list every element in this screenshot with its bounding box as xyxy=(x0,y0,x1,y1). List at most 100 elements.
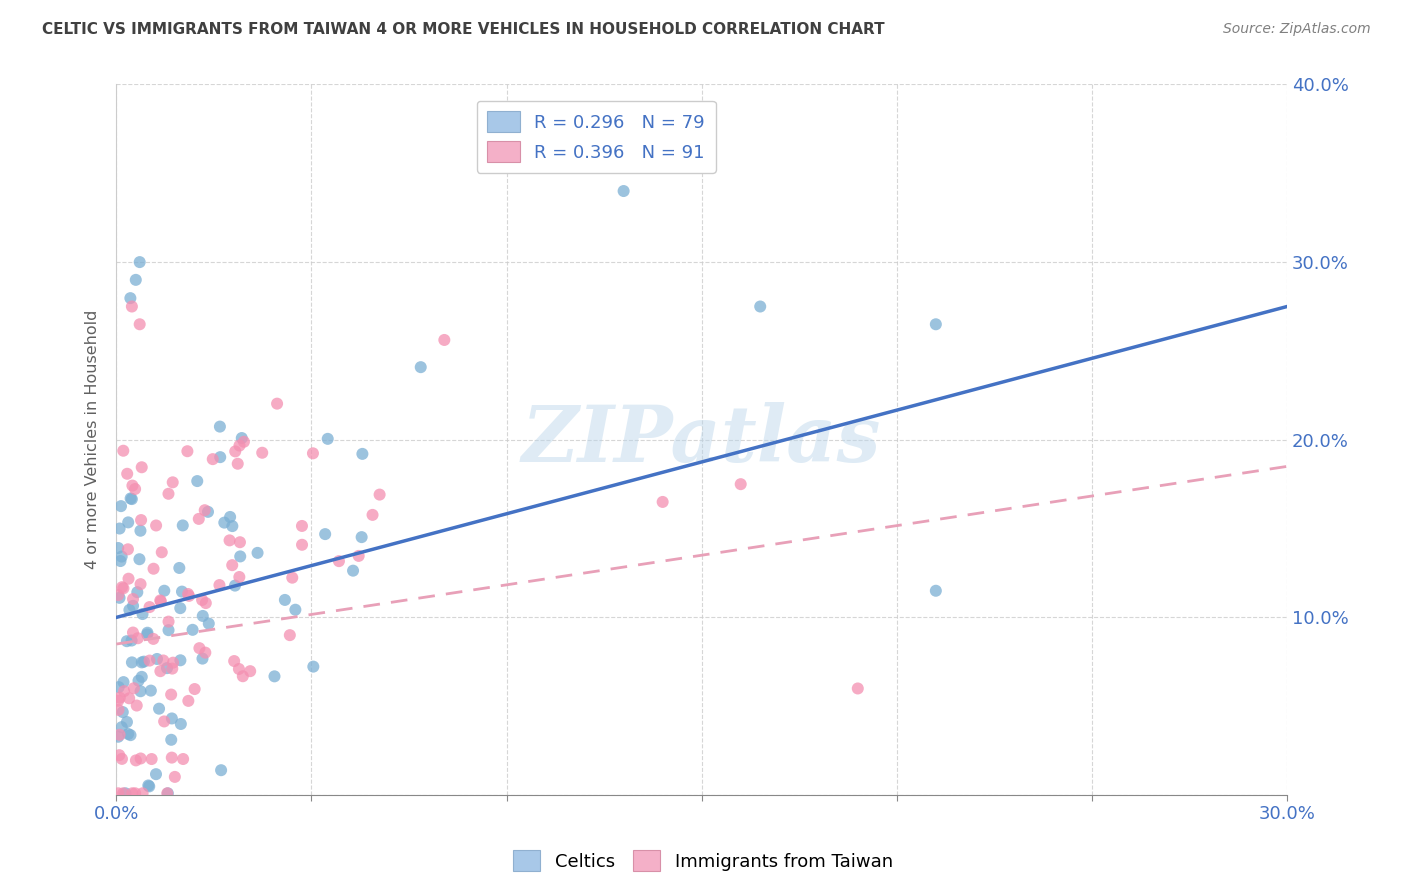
Point xyxy=(316,432,339,446)
Point xyxy=(197,616,219,631)
Point xyxy=(160,688,183,702)
Point xyxy=(221,519,243,533)
Point xyxy=(252,446,274,460)
Point xyxy=(226,457,249,471)
Point xyxy=(229,535,252,549)
Point xyxy=(209,450,232,464)
Point xyxy=(128,255,150,269)
Point xyxy=(274,593,297,607)
Point xyxy=(141,752,163,766)
Point xyxy=(157,623,180,637)
Y-axis label: 4 or more Vehicles in Household: 4 or more Vehicles in Household xyxy=(86,310,100,569)
Point xyxy=(111,580,134,594)
Point xyxy=(177,587,200,601)
Point xyxy=(122,681,145,696)
Point xyxy=(108,591,131,605)
Point xyxy=(157,615,180,629)
Legend: Celtics, Immigrants from Taiwan: Celtics, Immigrants from Taiwan xyxy=(506,843,900,879)
Point xyxy=(153,714,176,729)
Point xyxy=(131,786,153,800)
Point xyxy=(117,572,139,586)
Point xyxy=(194,596,217,610)
Point xyxy=(129,577,152,591)
Point xyxy=(291,519,314,533)
Point xyxy=(111,705,134,719)
Point xyxy=(114,786,136,800)
Point xyxy=(291,538,314,552)
Point xyxy=(121,633,143,648)
Point xyxy=(150,545,173,559)
Point xyxy=(409,360,432,375)
Point xyxy=(120,728,142,742)
Point xyxy=(433,333,456,347)
Point xyxy=(239,664,262,678)
Point xyxy=(121,786,143,800)
Point xyxy=(128,318,150,332)
Point xyxy=(117,516,139,530)
Point xyxy=(125,273,148,287)
Point xyxy=(115,634,138,648)
Point xyxy=(111,752,134,766)
Point xyxy=(142,562,165,576)
Point xyxy=(121,478,143,492)
Point xyxy=(131,607,153,621)
Point xyxy=(302,446,325,460)
Point xyxy=(138,600,160,615)
Point xyxy=(191,609,214,624)
Point xyxy=(118,603,141,617)
Point xyxy=(129,751,152,765)
Point xyxy=(228,662,250,676)
Point xyxy=(162,475,184,490)
Point xyxy=(208,578,231,592)
Point xyxy=(121,656,143,670)
Point xyxy=(136,627,159,641)
Point xyxy=(177,694,200,708)
Point xyxy=(107,694,129,708)
Point xyxy=(142,632,165,646)
Point xyxy=(156,786,179,800)
Point xyxy=(350,530,373,544)
Point xyxy=(110,554,132,568)
Point xyxy=(107,680,129,694)
Point xyxy=(145,767,167,781)
Point xyxy=(139,683,162,698)
Point xyxy=(361,508,384,522)
Point xyxy=(156,786,179,800)
Point xyxy=(108,748,131,763)
Point xyxy=(124,786,146,800)
Point xyxy=(108,690,131,705)
Point xyxy=(121,300,143,314)
Point xyxy=(183,681,205,696)
Point xyxy=(224,579,246,593)
Point xyxy=(145,518,167,533)
Point xyxy=(328,554,350,568)
Point xyxy=(209,763,232,777)
Point xyxy=(925,583,948,598)
Point xyxy=(186,474,208,488)
Point xyxy=(846,681,869,696)
Point xyxy=(148,701,170,715)
Point xyxy=(118,691,141,706)
Point xyxy=(117,727,139,741)
Point xyxy=(121,491,143,506)
Point xyxy=(127,585,149,599)
Point xyxy=(112,684,135,698)
Point xyxy=(107,730,129,744)
Point xyxy=(136,625,159,640)
Point xyxy=(149,594,172,608)
Point xyxy=(925,318,948,332)
Point xyxy=(138,654,160,668)
Point xyxy=(157,487,180,501)
Point xyxy=(221,558,243,573)
Point xyxy=(112,675,135,690)
Point xyxy=(176,444,198,458)
Point xyxy=(177,589,200,603)
Point xyxy=(172,752,194,766)
Point xyxy=(191,651,214,665)
Point xyxy=(107,541,129,555)
Point xyxy=(170,584,193,599)
Text: CELTIC VS IMMIGRANTS FROM TAIWAN 4 OR MORE VEHICLES IN HOUSEHOLD CORRELATION CHA: CELTIC VS IMMIGRANTS FROM TAIWAN 4 OR MO… xyxy=(42,22,884,37)
Legend: R = 0.296   N = 79, R = 0.396   N = 91: R = 0.296 N = 79, R = 0.396 N = 91 xyxy=(477,101,716,173)
Point xyxy=(149,664,172,678)
Point xyxy=(278,628,301,642)
